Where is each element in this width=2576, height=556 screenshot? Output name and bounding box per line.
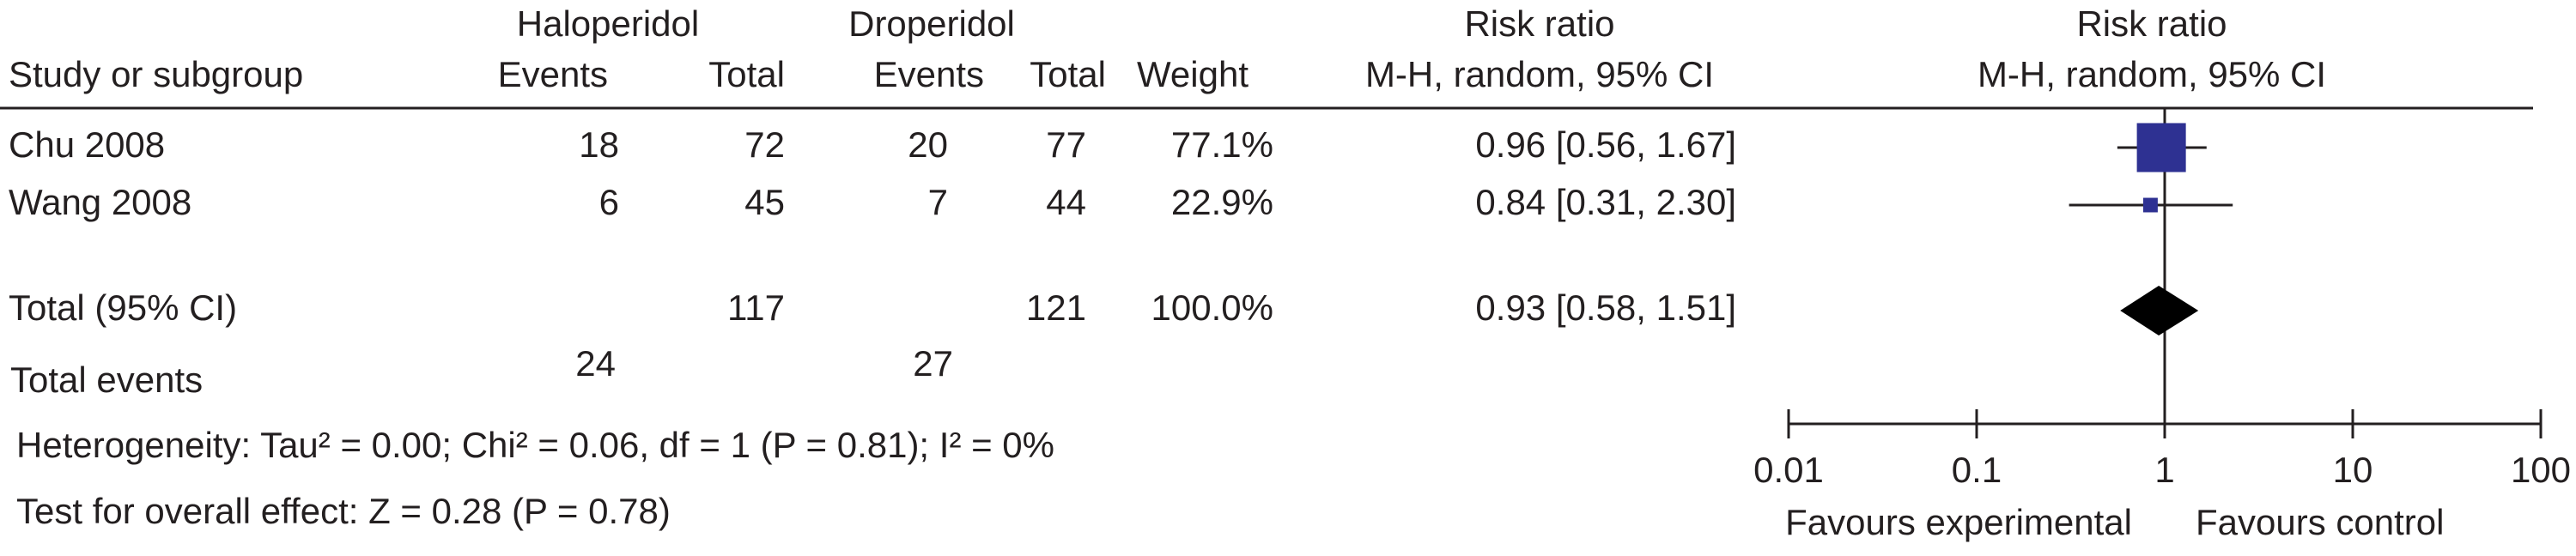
- x-tick-label: 0.01: [1753, 450, 1824, 490]
- study-name: Wang 2008: [9, 182, 191, 222]
- column-header: Weight: [1137, 54, 1249, 94]
- total-events: 24: [575, 343, 616, 384]
- x-tick-label: 0.1: [1952, 450, 2002, 490]
- x-tick-label: 100: [2511, 450, 2571, 490]
- total-1: 45: [744, 182, 785, 222]
- events-2: 20: [908, 124, 948, 165]
- column-header: Total: [708, 54, 785, 94]
- plot-header: M-H, random, 95% CI: [1978, 54, 2326, 94]
- total-1: 117: [727, 287, 785, 328]
- column-header: Study or subgroup: [9, 54, 303, 94]
- group-header: Droperidol: [848, 3, 1015, 44]
- events-1: 6: [599, 182, 619, 222]
- x-label: Favours control: [2196, 502, 2444, 542]
- ci-label: 0.93 [0.58, 1.51]: [1475, 287, 1736, 328]
- study-name: Chu 2008: [9, 124, 165, 165]
- total-2: 77: [1046, 124, 1086, 165]
- study-name: Total (95% CI): [9, 287, 237, 328]
- total-diamond: [2120, 286, 2199, 335]
- column-header: Events: [498, 54, 608, 94]
- total-events: 27: [913, 343, 953, 384]
- x-tick-label: 1: [2154, 450, 2174, 490]
- column-header: Events: [874, 54, 984, 94]
- weight-label: 100.0%: [1151, 287, 1273, 328]
- ci-label: 0.96 [0.56, 1.67]: [1475, 124, 1736, 165]
- total-2: 121: [1026, 287, 1086, 328]
- x-label: Favours experimental: [1785, 502, 2132, 542]
- events-2: 7: [928, 182, 948, 222]
- group-header: Haloperidol: [517, 3, 699, 44]
- x-tick-label: 10: [2333, 450, 2373, 490]
- events-1: 18: [579, 124, 619, 165]
- overall-effect: Test for overall effect: Z = 0.28 (P = 0…: [16, 491, 671, 531]
- heterogeneity: Heterogeneity: Tau² = 0.00; Chi² = 0.06,…: [16, 425, 1054, 465]
- study-box: [2142, 197, 2158, 213]
- plot-header: Risk ratio: [2076, 3, 2227, 44]
- ci-header: Risk ratio: [1464, 3, 1614, 44]
- total-events-label: Total events: [10, 360, 203, 400]
- ci-label: 0.84 [0.31, 2.30]: [1475, 182, 1736, 222]
- weight-label: 22.9%: [1171, 182, 1273, 222]
- total-1: 72: [744, 124, 785, 165]
- weight-label: 77.1%: [1171, 124, 1273, 165]
- total-2: 44: [1046, 182, 1086, 222]
- ci-header: M-H, random, 95% CI: [1365, 54, 1714, 94]
- study-box: [2136, 123, 2186, 172]
- column-header: Total: [1030, 54, 1106, 94]
